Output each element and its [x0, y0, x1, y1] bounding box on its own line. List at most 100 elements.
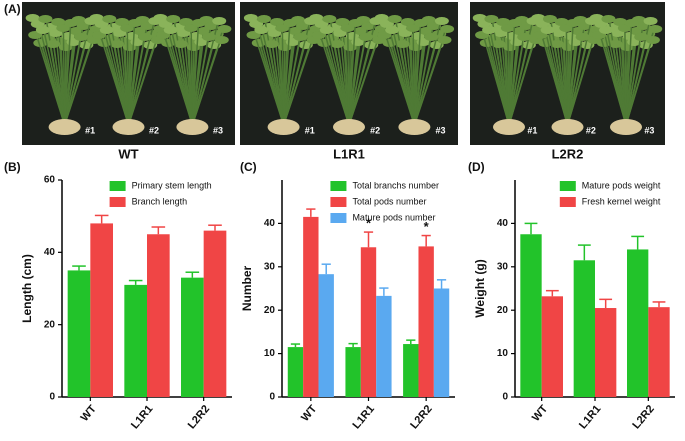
y-tick-label: 60 [44, 175, 56, 186]
plant-leaf [385, 26, 400, 34]
plant-stem [162, 30, 194, 126]
plant-leaf [202, 33, 217, 41]
y-tick-label: 0 [269, 392, 275, 403]
bar [90, 223, 113, 397]
bar [124, 284, 147, 397]
legend-label: Mature pods number [352, 212, 435, 222]
plant-leaf [575, 33, 590, 41]
plant-leaf [35, 26, 50, 34]
bar [627, 249, 649, 397]
plant-leaf [400, 18, 415, 26]
plant-label: #3 [644, 125, 654, 135]
plant-leaf [283, 19, 298, 27]
plant-stem [348, 18, 357, 126]
bar [345, 347, 361, 397]
plant-leaf [335, 18, 350, 26]
y-tick-label: 40 [264, 218, 276, 229]
plant-leaf [613, 18, 628, 26]
plant-stem [598, 30, 627, 126]
plant-stem [318, 30, 350, 126]
plant-leaf [109, 40, 124, 48]
legend-swatch [559, 197, 576, 207]
plant-leaf [601, 15, 616, 23]
plant-leaf [599, 26, 614, 34]
x-tick-label: WT [530, 403, 550, 424]
plant-leaf [440, 25, 455, 33]
legend-label: Mature pods weight [582, 180, 661, 190]
plant-leaf [212, 17, 227, 25]
plant-leaf [173, 40, 188, 48]
plant-stem [556, 39, 569, 126]
y-tick-label: 40 [497, 218, 509, 229]
plant-leaf [25, 14, 40, 22]
legend-label: Total branchs number [352, 180, 439, 190]
bar [181, 277, 204, 397]
plant-stem [508, 18, 516, 126]
legend-label: Branch length [132, 196, 188, 206]
plant-leaf [424, 33, 439, 41]
plant-stem [191, 35, 223, 126]
plant-leaf [484, 15, 499, 23]
plant-stem [566, 18, 575, 126]
plant-stem [346, 23, 350, 126]
bar [318, 274, 334, 397]
plant-leaf [163, 26, 178, 34]
pods [493, 119, 525, 135]
plant-leaf [434, 17, 449, 25]
plant-leaf [413, 19, 428, 27]
plant-leaf [38, 15, 53, 23]
annotation: * [424, 219, 430, 234]
plant-leaf [348, 19, 363, 27]
plant-label: #1 [85, 125, 95, 135]
plant-leaf [359, 33, 374, 41]
plant-stem [614, 39, 627, 126]
plant-leaf [115, 18, 130, 26]
plant-stem [412, 23, 416, 126]
plant-leaf [566, 19, 581, 27]
plant-leaf [608, 40, 623, 48]
photo-title: WT [118, 146, 138, 161]
bar [648, 307, 670, 397]
plant-stem [34, 30, 66, 126]
plant-stem [507, 23, 510, 126]
plant-stem [625, 35, 654, 126]
bar [573, 260, 595, 397]
plant-stem [413, 18, 422, 126]
plant-leaf [491, 40, 506, 48]
plant-stem [191, 32, 210, 126]
pods [267, 119, 300, 135]
plant-leaf [46, 40, 61, 48]
plant-leaf [517, 33, 532, 41]
plant-stem [565, 23, 569, 126]
y-tick-label: 20 [264, 305, 276, 316]
x-tick-label: WT [299, 403, 319, 424]
plant-stem [508, 35, 537, 126]
bar [360, 247, 377, 397]
legend-label: Primary stem length [132, 180, 212, 190]
y-tick-label: 0 [502, 392, 508, 403]
y-axis-label: Weight (g) [473, 259, 487, 317]
y-tick-label: 0 [49, 392, 55, 403]
pods [176, 119, 209, 135]
plant-stem [508, 32, 525, 126]
plant-label: #2 [149, 125, 159, 135]
plant-stem [127, 18, 136, 126]
plant-leaf [589, 14, 604, 22]
plant-leaf [63, 19, 78, 27]
plant-leaf [643, 17, 658, 25]
bar [303, 216, 319, 397]
plant-stem [116, 39, 130, 126]
pods [398, 119, 431, 135]
plant-leaf [482, 26, 497, 34]
plant-stem [625, 32, 642, 126]
y-tick-label: 20 [497, 305, 509, 316]
plant-stem [348, 35, 380, 126]
y-axis-label: Length (cm) [20, 254, 34, 323]
y-tick-label: 20 [44, 319, 56, 330]
plant-leaf [531, 14, 546, 22]
plant-leaf [472, 14, 487, 22]
plant-leaf [330, 40, 345, 48]
bar [541, 296, 563, 397]
plant-stem [566, 32, 584, 126]
plant-leaf [153, 14, 168, 22]
